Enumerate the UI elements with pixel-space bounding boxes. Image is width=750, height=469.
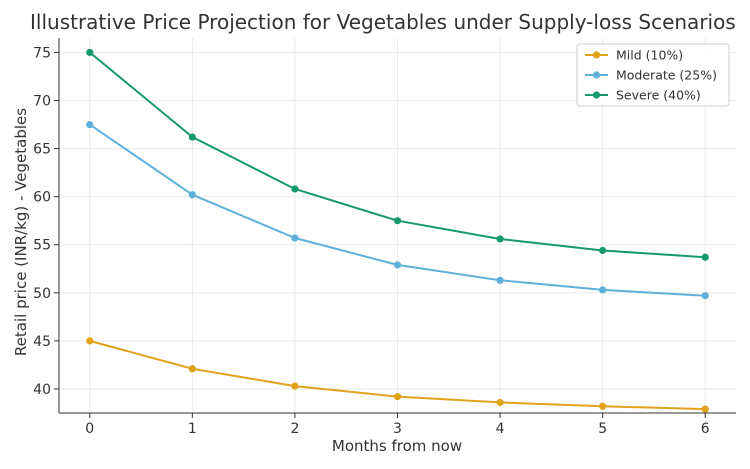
y-tick-label: 45 — [33, 334, 51, 350]
legend-label-severe-40: Severe (40%) — [616, 88, 701, 103]
data-point-mild-10 — [86, 337, 94, 345]
y-tick-label: 40 — [33, 382, 51, 398]
data-point-mild-10 — [188, 365, 196, 373]
data-point-mild-10 — [599, 402, 607, 410]
data-point-severe-40 — [291, 185, 299, 193]
data-point-mild-10 — [496, 398, 504, 407]
x-tick-label: 5 — [598, 421, 607, 437]
data-point-severe-40 — [599, 246, 607, 255]
legend-label-mild-10: Mild (10%) — [616, 48, 683, 63]
y-axis-ticks: 40 45 50 55 60 65 70 75 — [33, 45, 59, 398]
x-axis-ticks: 0 1 2 3 4 5 6 — [85, 413, 710, 437]
legend-box — [576, 43, 730, 107]
x-tick-label: 2 — [290, 421, 299, 437]
data-point-severe-40 — [393, 217, 402, 225]
data-point-severe-40 — [188, 133, 196, 141]
data-point-moderate-25 — [291, 234, 299, 242]
x-tick-label: 6 — [701, 421, 710, 437]
legend: Mild (10%) Moderate (25%) Severe (40%) — [576, 43, 730, 107]
y-axis-label: Retail price (INR/kg) - Vegetables — [12, 108, 30, 356]
data-point-moderate-25 — [188, 191, 196, 199]
y-tick-label: 75 — [33, 45, 51, 61]
legend-marker-moderate-25 — [592, 71, 601, 79]
data-point-moderate-25 — [86, 120, 94, 129]
data-point-moderate-25 — [701, 292, 709, 300]
data-point-moderate-25 — [599, 286, 607, 294]
x-axis-label: Months from now — [332, 437, 462, 455]
chart-title: Illustrative Price Projection for Vegeta… — [30, 10, 736, 34]
data-point-mild-10 — [291, 382, 299, 390]
y-tick-label: 50 — [33, 286, 51, 302]
legend-marker-severe-40 — [592, 91, 601, 99]
x-tick-label: 0 — [85, 421, 94, 437]
data-point-moderate-25 — [496, 276, 504, 284]
x-tick-label: 1 — [188, 421, 197, 437]
y-tick-label: 70 — [33, 94, 51, 110]
data-point-mild-10 — [393, 393, 402, 401]
data-point-severe-40 — [701, 253, 709, 261]
x-tick-label: 4 — [496, 421, 505, 437]
data-point-severe-40 — [86, 48, 94, 57]
y-tick-label: 60 — [33, 190, 51, 206]
legend-label-moderate-25: Moderate (25%) — [616, 68, 717, 83]
data-point-mild-10 — [701, 405, 709, 413]
x-tick-label: 3 — [393, 421, 402, 437]
y-tick-label: 55 — [33, 238, 51, 254]
legend-marker-mild-10 — [592, 51, 601, 59]
data-point-moderate-25 — [393, 261, 402, 269]
series-group — [86, 48, 709, 413]
data-point-severe-40 — [496, 235, 504, 243]
y-tick-label: 65 — [33, 142, 51, 158]
